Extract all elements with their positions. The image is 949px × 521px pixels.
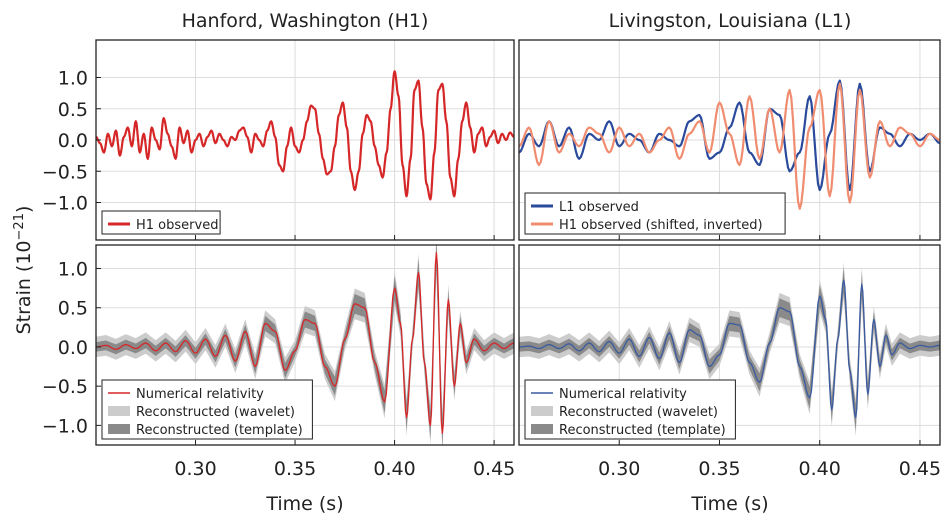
y-tick-label: −0.5 — [42, 376, 88, 398]
plot-area — [96, 245, 514, 445]
legend-label: Reconstructed (template) — [559, 423, 726, 438]
series-line-2 — [519, 82, 940, 210]
y-tick-label: 0.0 — [58, 130, 88, 152]
legend: Numerical relativity Reconstructed (wavel… — [524, 379, 736, 440]
y-tick-label: −0.5 — [42, 161, 88, 183]
plot-area — [96, 70, 514, 201]
series-line-1 — [96, 70, 514, 201]
x-tick-label: 0.35 — [698, 458, 740, 480]
legend-label: Reconstructed (wavelet) — [559, 405, 718, 420]
plot-area — [519, 262, 940, 437]
panels-layer: −1.0 −0.5 0.0 0.5 1.0 H1 observed L1 observed H… — [42, 39, 941, 480]
y-tick-label: 1.0 — [58, 68, 88, 90]
x-tick-label: 0.45 — [473, 458, 515, 480]
legend-label: L1 observed — [559, 200, 639, 215]
legend-box — [101, 379, 313, 440]
panel-2: L1 observed H1 observed (shifted, inverte… — [518, 39, 941, 241]
y-tick-label: 1.0 — [58, 259, 88, 281]
legend: L1 observed H1 observed (shifted, inverte… — [524, 192, 786, 235]
legend-label: Reconstructed (wavelet) — [136, 405, 295, 420]
legend-swatch — [108, 406, 130, 416]
legend-label: H1 observed (shifted, inverted) — [559, 218, 763, 233]
legend-label: Numerical relativity — [559, 387, 687, 402]
panel-4: 0.30 0.35 0.40 0.45 Numerical relativity Reco… — [518, 244, 941, 480]
axes-frame — [518, 39, 941, 241]
x-tick-label: 0.40 — [373, 458, 415, 480]
panel-title-l1: Livingston, Louisiana (L1) — [609, 10, 852, 32]
x-tick-label: 0.30 — [174, 458, 216, 480]
legend-swatch — [531, 424, 553, 434]
y-tick-label: −1.0 — [42, 415, 88, 437]
y-axis-label: Strain (10−21) — [12, 206, 35, 335]
band-template — [96, 245, 514, 445]
legend-box — [524, 192, 786, 235]
legend-box — [524, 379, 736, 440]
y-axis-label-close: ) — [13, 206, 35, 213]
axes-frame — [518, 244, 941, 446]
panel-title-h1: Hanford, Washington (H1) — [182, 10, 429, 32]
legend-swatch — [108, 424, 130, 434]
x-tick-label: 0.40 — [799, 458, 841, 480]
plot-area — [519, 79, 940, 210]
legend-label: Numerical relativity — [136, 387, 264, 402]
y-tick-label: 0.5 — [58, 298, 88, 320]
legend: H1 observed — [101, 210, 221, 235]
x-tick-label: 0.45 — [899, 458, 941, 480]
legend-swatch — [531, 406, 553, 416]
legend-label: Reconstructed (template) — [136, 423, 303, 438]
y-axis-label-exponent: −21 — [12, 213, 27, 240]
series-line-1 — [96, 252, 514, 434]
axes-frame — [95, 244, 515, 446]
x-tick-label: 0.30 — [598, 458, 640, 480]
y-tick-label: −1.0 — [42, 193, 88, 215]
legend-label: H1 observed — [136, 218, 218, 233]
x-axis-label-right: Time (s) — [690, 493, 768, 515]
x-tick-label: 0.35 — [274, 458, 316, 480]
panel-1: −1.0 −0.5 0.0 0.5 1.0 H1 observed — [42, 39, 515, 241]
series-line-1 — [519, 79, 940, 192]
y-tick-label: 0.5 — [58, 99, 88, 121]
panel-3: −1.0 −0.5 0.0 0.5 1.0 0.30 0.35 0.40 0.45 Numeric… — [42, 244, 515, 480]
y-tick-label: 0.0 — [58, 337, 88, 359]
grid — [519, 40, 940, 240]
legend: Numerical relativity Reconstructed (wavel… — [101, 379, 313, 440]
series-line-1 — [519, 279, 940, 419]
legend-box — [101, 210, 221, 235]
x-axis-label-left: Time (s) — [265, 493, 343, 515]
grid — [96, 40, 514, 240]
